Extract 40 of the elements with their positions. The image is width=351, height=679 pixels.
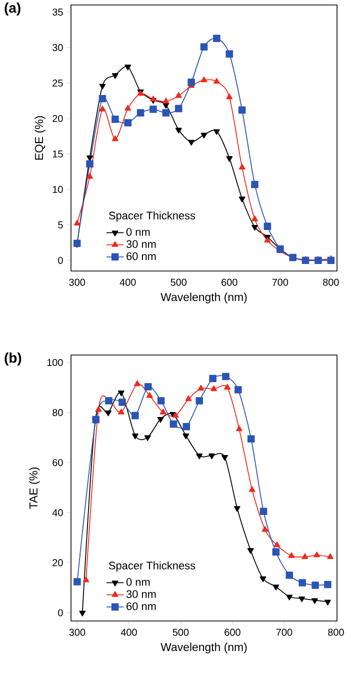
x-tick-label: 300 — [69, 628, 86, 636]
legend-label: 0 nm — [126, 228, 150, 236]
y-tick-label: 60 — [52, 459, 63, 466]
x-tick-label: 500 — [170, 278, 187, 286]
x-tick-label: 700 — [272, 278, 288, 286]
y-tick-label: 100 — [47, 358, 63, 366]
x-tick-label: 800 — [323, 278, 339, 286]
y-tick-label: 0 — [58, 609, 63, 616]
legend-title: Spacer Thickness — [108, 211, 196, 222]
x-tick-label: 300 — [69, 278, 86, 286]
x-axis-title: Wavelength (nm) — [160, 642, 247, 654]
y-tick-label: 20 — [52, 559, 63, 566]
legend-title: Spacer Thickness — [108, 561, 196, 572]
legend-label: 30 nm — [126, 590, 156, 598]
x-tick-label: 600 — [224, 628, 240, 636]
y-axis-title: EQE (%) — [34, 116, 46, 160]
y-tick-label: 80 — [52, 409, 63, 416]
y-tick-label: 20 — [52, 114, 63, 122]
x-tick-label: 400 — [120, 278, 136, 286]
legend-label: 60 nm — [126, 602, 156, 610]
x-tick-label: 600 — [222, 278, 238, 286]
y-tick-label: 5 — [58, 221, 63, 228]
chart-title: (a) — [4, 2, 20, 16]
x-tick-label: 500 — [172, 628, 189, 636]
y-tick-label: 25 — [52, 80, 63, 87]
y-tick-label: 0 — [58, 256, 63, 264]
y-tick-label: 40 — [52, 509, 63, 516]
legend-label: 0 nm — [126, 578, 150, 586]
y-axis-title: TAE (%) — [29, 468, 40, 509]
legend-label: 30 nm — [126, 240, 156, 248]
chart-title: (b) — [4, 352, 22, 366]
legend-label: 60 nm — [126, 252, 156, 260]
x-tick-label: 800 — [328, 628, 344, 636]
x-tick-label: 400 — [120, 628, 137, 636]
y-tick-label: 35 — [52, 8, 63, 16]
y-tick-label: 30 — [52, 44, 63, 52]
y-tick-label: 10 — [52, 186, 63, 193]
y-tick-label: 15 — [52, 150, 63, 158]
x-axis-title: Wavelength (nm) — [160, 292, 247, 304]
x-tick-label: 700 — [276, 628, 292, 636]
